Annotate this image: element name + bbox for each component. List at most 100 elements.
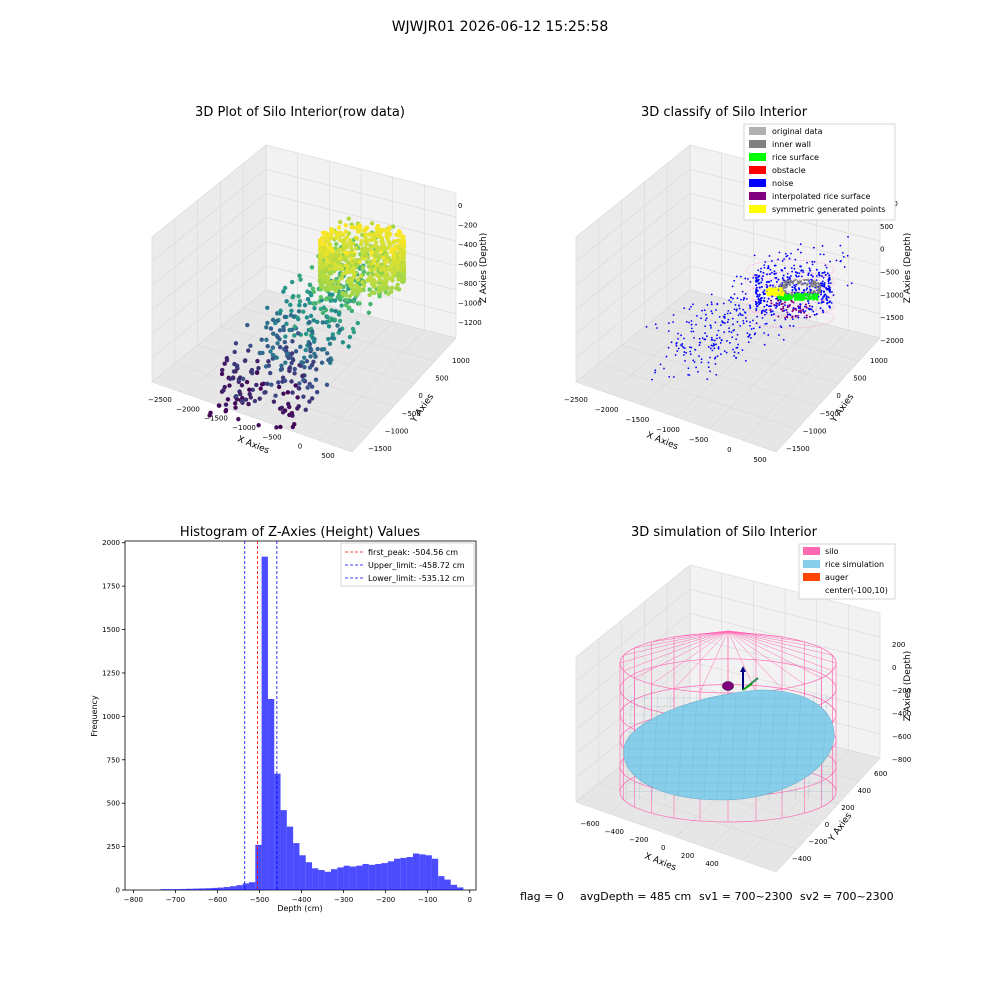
tick-label: −2000: [595, 406, 619, 414]
noise-point: [734, 303, 737, 306]
tick-label: −500: [820, 410, 839, 418]
noise-point: [680, 334, 682, 337]
raw-point: [273, 393, 278, 398]
noise-point: [781, 277, 784, 280]
noise-point: [755, 307, 758, 310]
raw-point: [335, 323, 340, 328]
raw-point: [327, 282, 333, 287]
tick-label: −200: [629, 836, 648, 844]
raw-point: [222, 361, 227, 366]
noise-point: [738, 307, 741, 310]
noise-point: [729, 341, 731, 344]
noise-point: [795, 283, 798, 286]
raw-point: [246, 401, 251, 407]
interpolated-point: [781, 310, 784, 313]
interpolated-point: [795, 309, 798, 312]
noise-point: [803, 316, 806, 319]
noise-point: [667, 322, 670, 325]
raw-point: [283, 334, 288, 339]
symmetric-point: [769, 292, 772, 296]
noise-point: [810, 274, 813, 277]
noise-point: [786, 272, 789, 275]
raw-point: [275, 335, 281, 340]
tick-label: 200: [892, 641, 905, 649]
noise-point: [769, 305, 772, 308]
noise-point: [783, 267, 786, 270]
raw-point: [296, 309, 302, 314]
noise-point: [645, 325, 648, 328]
raw-point: [355, 229, 361, 234]
raw-point: [305, 385, 310, 390]
noise-point: [749, 324, 751, 327]
raw-point: [323, 278, 329, 283]
raw-point: [374, 262, 380, 268]
raw-point: [265, 344, 270, 349]
raw-point: [366, 264, 372, 269]
raw-point: [319, 269, 324, 274]
raw-point: [271, 399, 277, 404]
interpolated-point: [803, 311, 806, 314]
legend-swatch: [749, 153, 766, 161]
noise-point: [719, 324, 722, 327]
rice-surface-point: [806, 294, 809, 297]
grid-line: [151, 168, 457, 262]
histogram-bar: [305, 862, 313, 890]
raw-point: [389, 285, 395, 290]
inner-wall-point: [783, 281, 786, 284]
raw-point: [279, 363, 284, 368]
raw-point: [350, 241, 356, 246]
noise-point: [709, 370, 711, 373]
noise-point: [651, 378, 653, 381]
tick-label: −1200: [458, 319, 482, 327]
noise-point: [786, 276, 789, 279]
noise-point: [764, 323, 767, 325]
interpolated-point: [805, 306, 808, 309]
interpolated-point: [769, 309, 772, 312]
inner-wall-point: [805, 284, 808, 287]
tick-label: −2000: [880, 337, 904, 345]
tick-label: −800: [892, 756, 911, 764]
raw-point: [301, 309, 306, 314]
histogram-bar: [324, 871, 331, 890]
noise-point: [825, 288, 828, 291]
noise-point: [755, 274, 758, 277]
noise-point: [735, 338, 738, 341]
raw-point: [324, 319, 330, 325]
raw-point: [290, 339, 295, 344]
noise-point: [775, 272, 777, 275]
rice-surface-point: [809, 296, 813, 299]
noise-point: [799, 265, 802, 268]
raw-point: [366, 232, 372, 237]
noise-point: [730, 301, 732, 303]
raw-point: [334, 241, 339, 247]
silo-roof-rib: [727, 630, 822, 679]
histogram-reference-lines: [244, 541, 278, 890]
raw-point: [270, 331, 276, 336]
raw-point: [266, 363, 272, 368]
legend-swatch: [749, 140, 766, 148]
noise-point: [777, 258, 779, 261]
symmetric-point: [780, 289, 784, 292]
noise-point: [771, 295, 774, 298]
silo-roof-rib: [634, 630, 729, 649]
noise-point: [775, 305, 778, 308]
symmetric-point: [766, 293, 770, 297]
tick-label: 0: [836, 392, 840, 400]
histogram-bar: [419, 854, 426, 890]
noise-point: [744, 277, 747, 280]
rice-surface-point: [796, 298, 799, 301]
noise-point: [750, 337, 752, 339]
interpolated-point: [791, 315, 794, 318]
inner-wall-point: [796, 282, 799, 285]
raw-point: [396, 287, 402, 292]
raw-point: [236, 416, 241, 422]
raw-point: [327, 245, 333, 250]
noise-point: [786, 313, 789, 316]
noise-point: [710, 303, 713, 306]
noise-point: [710, 293, 713, 296]
raw-point: [319, 360, 325, 365]
status-sv2: sv2 = 700~2300: [800, 890, 894, 903]
inner-wall-point: [790, 291, 793, 294]
silo-roof-rib: [727, 630, 805, 643]
raw-point: [351, 270, 356, 275]
